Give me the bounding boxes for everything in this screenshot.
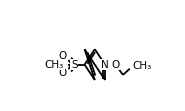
Text: O: O	[111, 60, 120, 70]
Text: O: O	[59, 51, 67, 61]
Text: S: S	[71, 60, 78, 70]
Text: O: O	[59, 68, 67, 78]
Text: N: N	[101, 60, 109, 70]
Text: CH₃: CH₃	[132, 61, 152, 71]
Text: CH₃: CH₃	[45, 60, 64, 70]
